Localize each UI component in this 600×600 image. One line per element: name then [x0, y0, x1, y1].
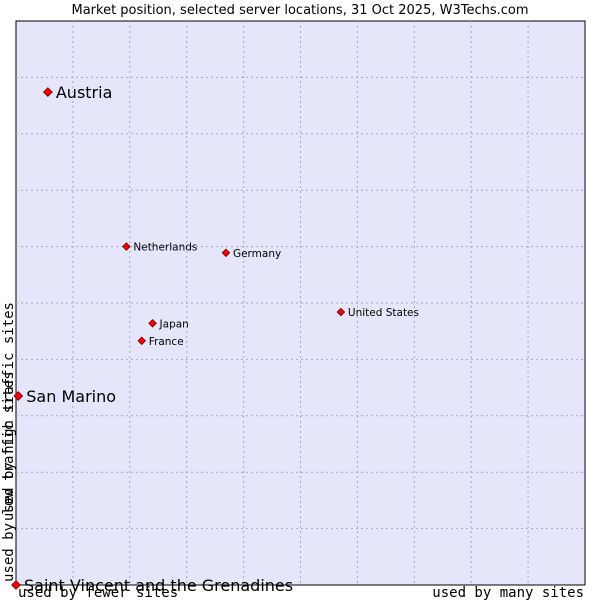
- point-label-japan: Japan: [159, 318, 189, 330]
- data-point-germany: [221, 248, 231, 258]
- grid-lines: [16, 21, 585, 585]
- chart-title: Market position, selected server locatio…: [71, 3, 528, 18]
- point-label-france: France: [149, 336, 184, 348]
- data-point-france: [137, 336, 147, 346]
- data-point-austria: [42, 87, 53, 97]
- data-point-netherlands: [122, 242, 131, 251]
- y-axis-label-bottom: used by low traffic sites: [1, 371, 17, 582]
- data-point-united-states: [336, 307, 346, 317]
- x-axis-label-left: used by fewer sites: [18, 585, 178, 600]
- y-axis-label-top: used by high traffic sites: [1, 302, 17, 521]
- x-axis-label-right: used by many sites: [432, 585, 584, 600]
- point-label-united-states: United States: [348, 307, 419, 319]
- point-label-saint-vincent-and-the-grenadines: Saint Vincent and the Grenadines: [24, 576, 293, 595]
- point-label-netherlands: Netherlands: [133, 242, 197, 254]
- data-point-japan: [148, 318, 157, 328]
- point-label-germany: Germany: [233, 248, 281, 260]
- data-point-san-marino: [13, 391, 24, 401]
- point-label-san-marino: San Marino: [26, 387, 116, 406]
- point-label-austria: Austria: [56, 83, 113, 102]
- data-points: Austria Netherlands Germany United States Ja…: [11, 83, 419, 595]
- data-point-saint-vincent-and-the-grenadines: [11, 580, 21, 590]
